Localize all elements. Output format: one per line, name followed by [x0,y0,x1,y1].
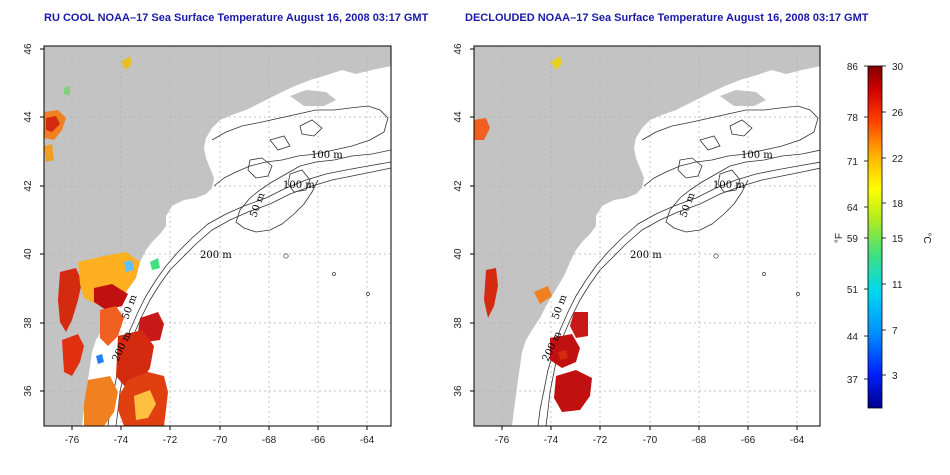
x-axis-labels: -76 -74 -72 -70 -68 -66 -64 [495,435,805,446]
contour-label: 200 m [630,250,662,261]
colorbar-f-label: 78 [847,113,859,124]
y-axis-labels: 36 38 40 42 44 46 [23,43,34,397]
x-tick-label: -74 [544,435,559,446]
x-axis-labels: -76 -74 -72 -70 -68 -66 -64 [65,435,375,446]
colorbar-f-label: 64 [847,203,859,214]
y-tick-label: 36 [453,385,464,397]
colorbar-c-labels: 30 26 22 18 15 11 7 3 [892,62,904,382]
x-tick-label: -64 [360,435,375,446]
contour-seamount [366,292,370,296]
colorbar-gradient [867,65,883,409]
colorbar-c-label: 3 [892,371,898,382]
panel-title-right: DECLOUDED NOAA–17 Sea Surface Temperatur… [465,12,869,24]
contour-seamount [332,272,336,276]
colorbar-f-label: 37 [847,375,859,386]
map-frame [43,45,392,427]
y-tick-label: 44 [453,111,464,123]
x-tick-label: -68 [692,435,707,446]
colorbar-c-label: 26 [892,108,904,119]
contour-label: 100 m [283,180,315,191]
contour-seamount [796,292,800,296]
colorbar-c-label: 18 [892,199,904,210]
map-panel-right: 100 m 100 m 50 m 200 m 50 m 200 m -76 -7… [453,43,821,446]
colorbar-c-label: 7 [892,326,898,337]
map-frame [473,45,821,427]
panel-title-left: RU COOL NOAA–17 Sea Surface Temperature … [44,12,429,24]
y-axis-labels: 36 38 40 42 44 46 [453,43,464,397]
colorbar-f-labels: 86 78 71 64 59 51 44 37 [847,62,859,386]
y-tick-label: 40 [453,248,464,260]
x-tick-label: -66 [741,435,756,446]
y-tick-label: 38 [453,317,464,329]
land-mass [474,46,820,426]
tick-marks [40,48,368,430]
y-tick-label: 46 [453,43,464,55]
x-tick-label: -72 [593,435,608,446]
colorbar-f-label: 86 [847,62,859,73]
colorbar-c-label: 30 [892,62,904,73]
contour-seamount [762,272,766,276]
colorbar-f-label: 59 [847,234,859,245]
x-tick-label: -72 [163,435,178,446]
x-tick-label: -70 [643,435,658,446]
land-mass [44,46,391,426]
y-tick-label: 38 [23,317,34,329]
sst-patches [474,56,592,412]
colorbar-f-label: 71 [847,157,859,168]
y-tick-label: 40 [23,248,34,260]
sst-patches [44,56,168,426]
y-tick-label: 36 [23,385,34,397]
y-tick-label: 42 [453,180,464,192]
land-mass [290,90,336,106]
colorbar: 86 78 71 64 59 51 44 37 30 26 22 18 15 1… [834,62,932,409]
land-mass [720,90,766,106]
colorbar-ticks [864,65,886,380]
x-tick-label: -70 [213,435,228,446]
colorbar-c-label: 11 [892,280,903,291]
contour-label: 100 m [713,180,745,191]
contour-label: 100 m [741,150,773,161]
y-tick-label: 42 [23,180,34,192]
colorbar-f-label: 51 [847,285,859,296]
tick-marks [470,48,798,430]
contour-label: 100 m [311,150,343,161]
y-tick-label: 46 [23,43,34,55]
x-tick-label: -64 [790,435,805,446]
colorbar-c-label: 22 [892,154,904,165]
x-tick-label: -76 [495,435,510,446]
grid-lines [474,46,820,426]
y-tick-label: 44 [23,111,34,123]
map-panel-left: 100 m 100 m 50 m 200 m 50 m 200 m -76 -7… [23,43,392,446]
x-tick-label: -68 [262,435,277,446]
colorbar-f-unit: °F [834,233,845,243]
colorbar-c-unit: °C [921,232,932,243]
x-tick-label: -76 [65,435,80,446]
contour-seamount [283,253,289,259]
contour-seamount [713,253,719,259]
colorbar-f-label: 44 [847,332,859,343]
contour-label: 200 m [200,250,232,261]
x-tick-label: -74 [114,435,129,446]
x-tick-label: -66 [311,435,326,446]
colorbar-c-label: 15 [892,234,904,245]
